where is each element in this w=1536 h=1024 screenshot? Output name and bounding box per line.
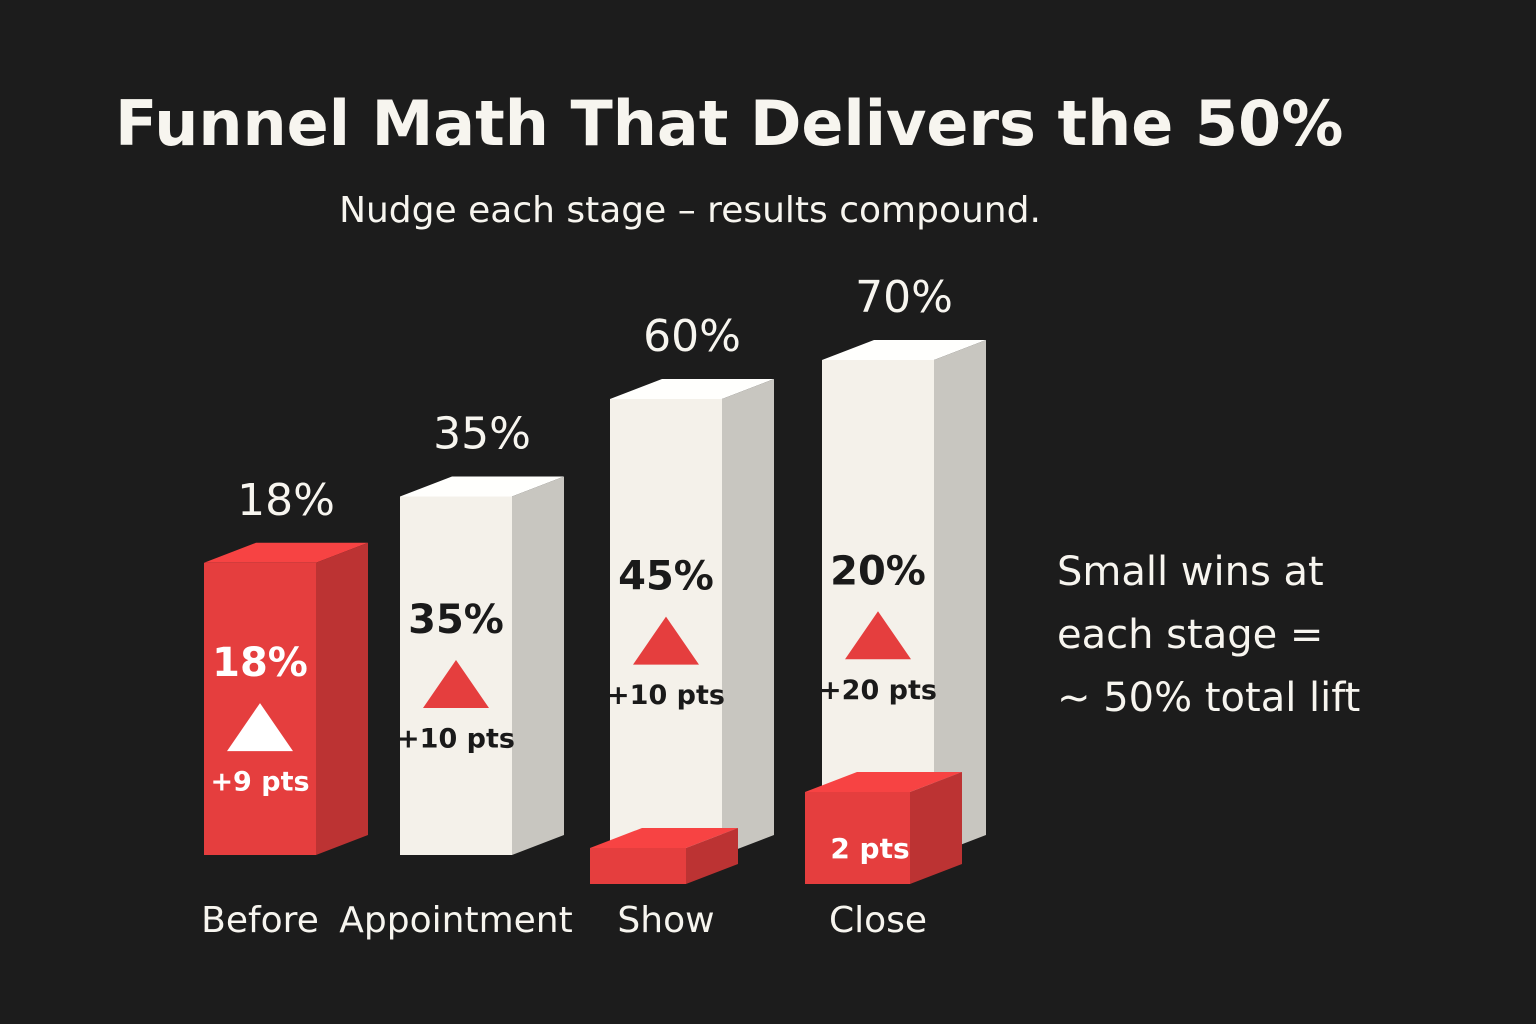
delta-label: +9 pts (210, 767, 309, 798)
base-block (590, 848, 686, 884)
chart-subtitle: Nudge each stage – results compound. (339, 190, 1041, 231)
base-block-top (805, 772, 962, 792)
inner-label: 45% (618, 554, 714, 600)
value-label: 60% (643, 311, 741, 362)
value-label: 35% (433, 409, 531, 460)
x-tick-label: Close (829, 900, 927, 941)
bar-top (400, 476, 564, 497)
chart-title: Funnel Math That Delivers the 50% (115, 87, 1343, 160)
note-line: Small wins at (1057, 549, 1324, 595)
delta-arrow (845, 611, 911, 660)
value-label: 70% (855, 272, 953, 323)
delta-arrow (423, 659, 489, 708)
inner-label: 20% (830, 548, 926, 594)
bar-side (512, 476, 564, 855)
base-block-side (686, 828, 738, 884)
base-block-top (590, 828, 738, 848)
base-block (805, 792, 910, 884)
base-block-side (910, 772, 962, 884)
value-label: 18% (237, 475, 335, 526)
bar-side (316, 542, 368, 855)
bar-side (934, 340, 986, 855)
base-label: 2 pts (830, 832, 909, 865)
bar-side (722, 379, 774, 855)
delta-label: +20 pts (819, 675, 937, 706)
inner-label: 35% (408, 597, 504, 643)
bar-top (204, 542, 368, 563)
delta-arrow (227, 703, 293, 752)
note-line: each stage = (1057, 612, 1323, 658)
delta-arrow (633, 616, 699, 665)
x-tick-label: Appointment (339, 900, 572, 941)
note-line: ~ 50% total lift (1057, 675, 1360, 721)
delta-label: +10 pts (607, 680, 725, 711)
x-tick-label: Show (617, 900, 714, 941)
x-tick-label: Before (201, 900, 319, 941)
delta-label: +10 pts (397, 723, 515, 754)
bar-top (610, 379, 774, 399)
inner-label: 18% (212, 640, 308, 686)
bar-top (822, 340, 986, 360)
